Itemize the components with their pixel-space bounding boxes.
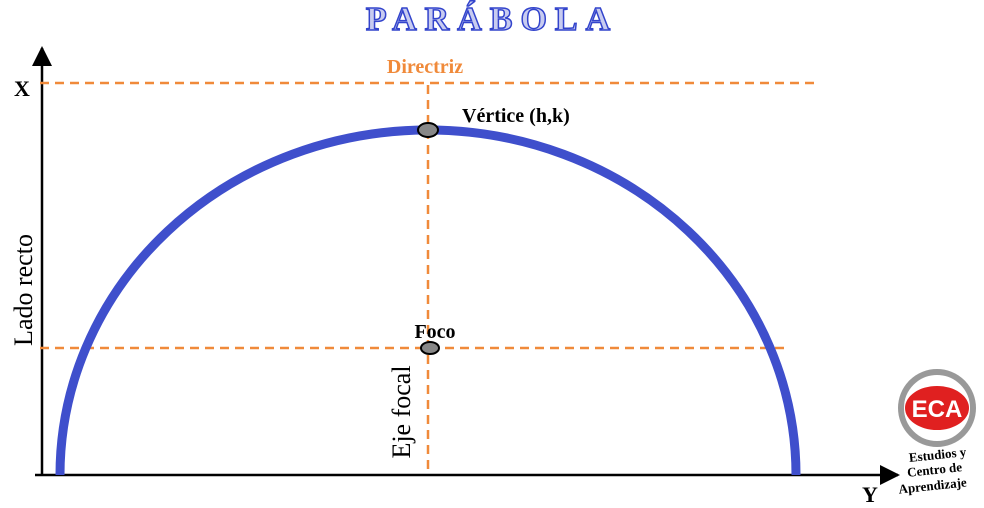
logo: ECA Estudios y Centro de Aprendizaje: [898, 369, 976, 497]
focus-point: [420, 341, 440, 355]
logo-badge: [905, 386, 969, 430]
x-label: X: [14, 76, 30, 101]
y-label: Y: [862, 482, 878, 507]
logo-line: Aprendizaje: [898, 474, 968, 496]
title: PARÁBOLA: [366, 1, 618, 38]
latus-rectum-label: Lado recto: [9, 234, 38, 346]
focal-axis-label: Eje focal: [387, 365, 416, 458]
logo-line: Estudios y: [908, 444, 967, 465]
logo-line: Centro de: [906, 459, 962, 480]
directrix-label: Directriz: [387, 56, 463, 78]
vertex-point: [417, 122, 439, 138]
vertex-label: Vértice (h,k): [462, 105, 570, 127]
logo-name: ECA: [912, 396, 963, 423]
focus-label: Foco: [414, 321, 455, 343]
